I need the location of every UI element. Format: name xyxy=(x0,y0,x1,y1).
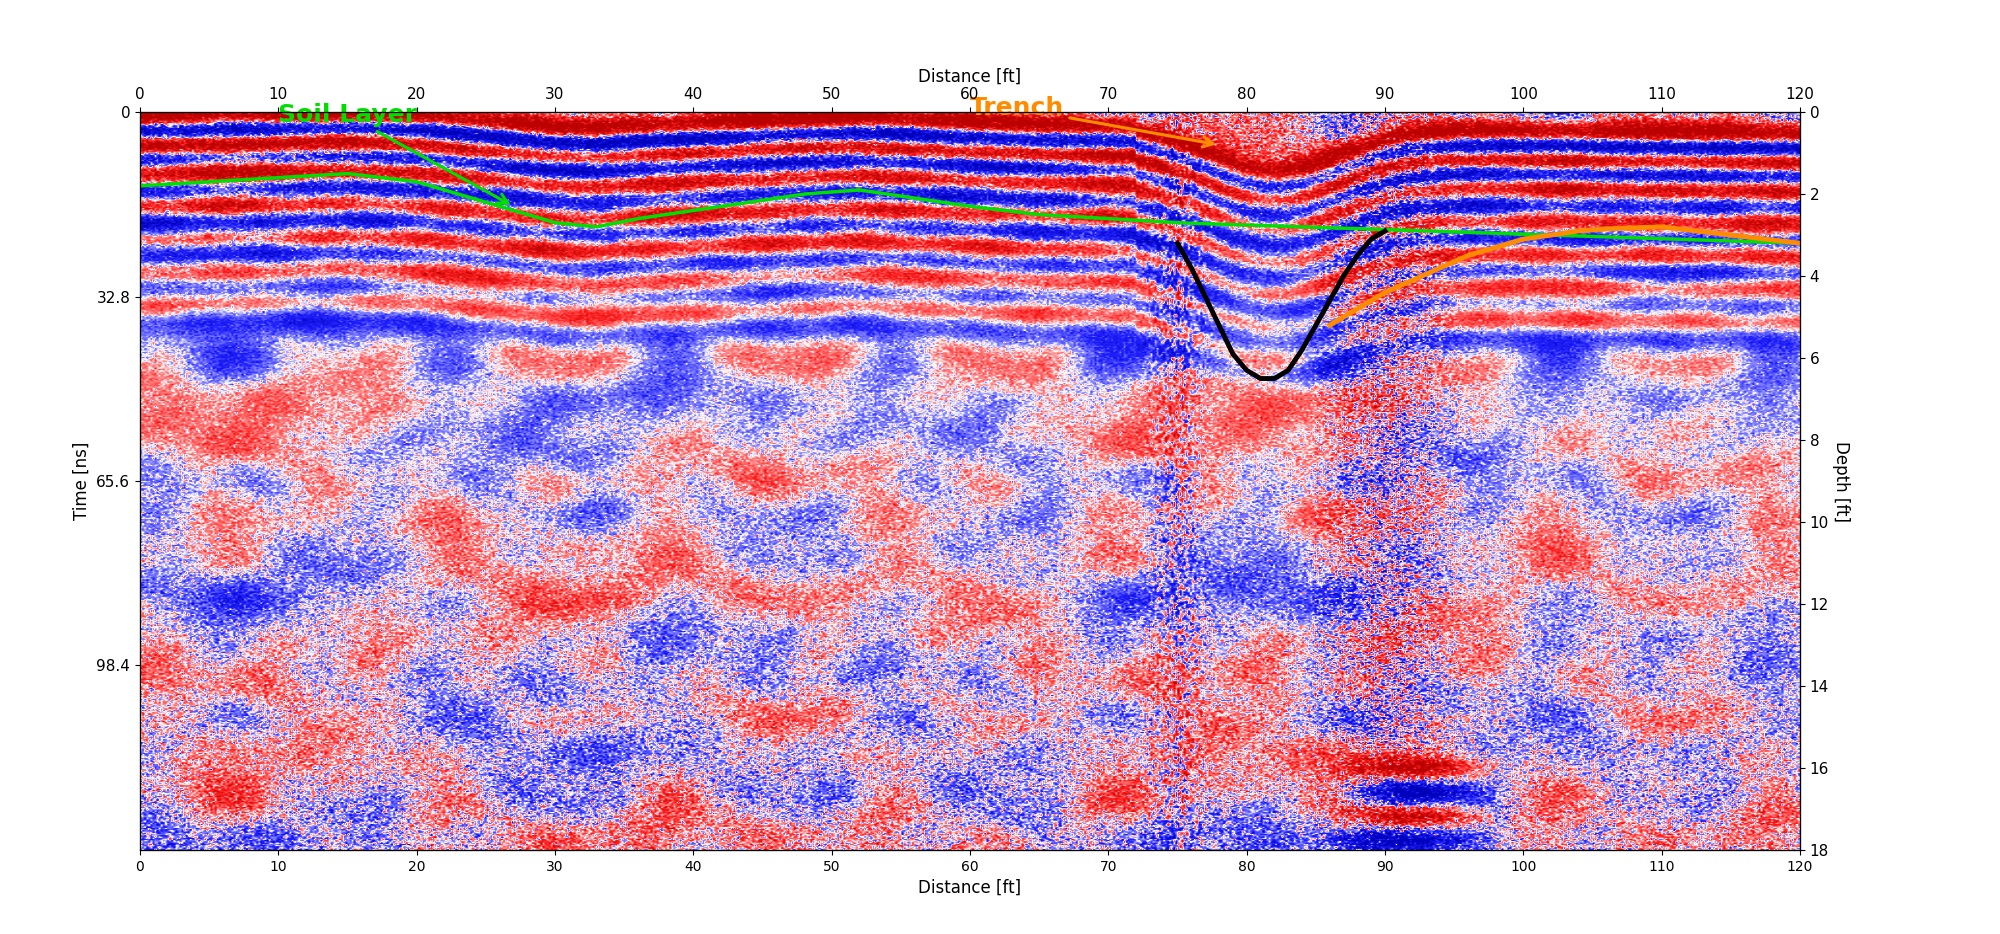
Text: Trench: Trench xyxy=(970,96,1212,147)
Y-axis label: Time [ns]: Time [ns] xyxy=(72,442,90,520)
Text: Soil Layer: Soil Layer xyxy=(278,104,508,204)
X-axis label: Distance [ft]: Distance [ft] xyxy=(918,879,1022,898)
X-axis label: Distance [ft]: Distance [ft] xyxy=(918,68,1022,86)
Y-axis label: Depth [ft]: Depth [ft] xyxy=(1832,441,1850,521)
